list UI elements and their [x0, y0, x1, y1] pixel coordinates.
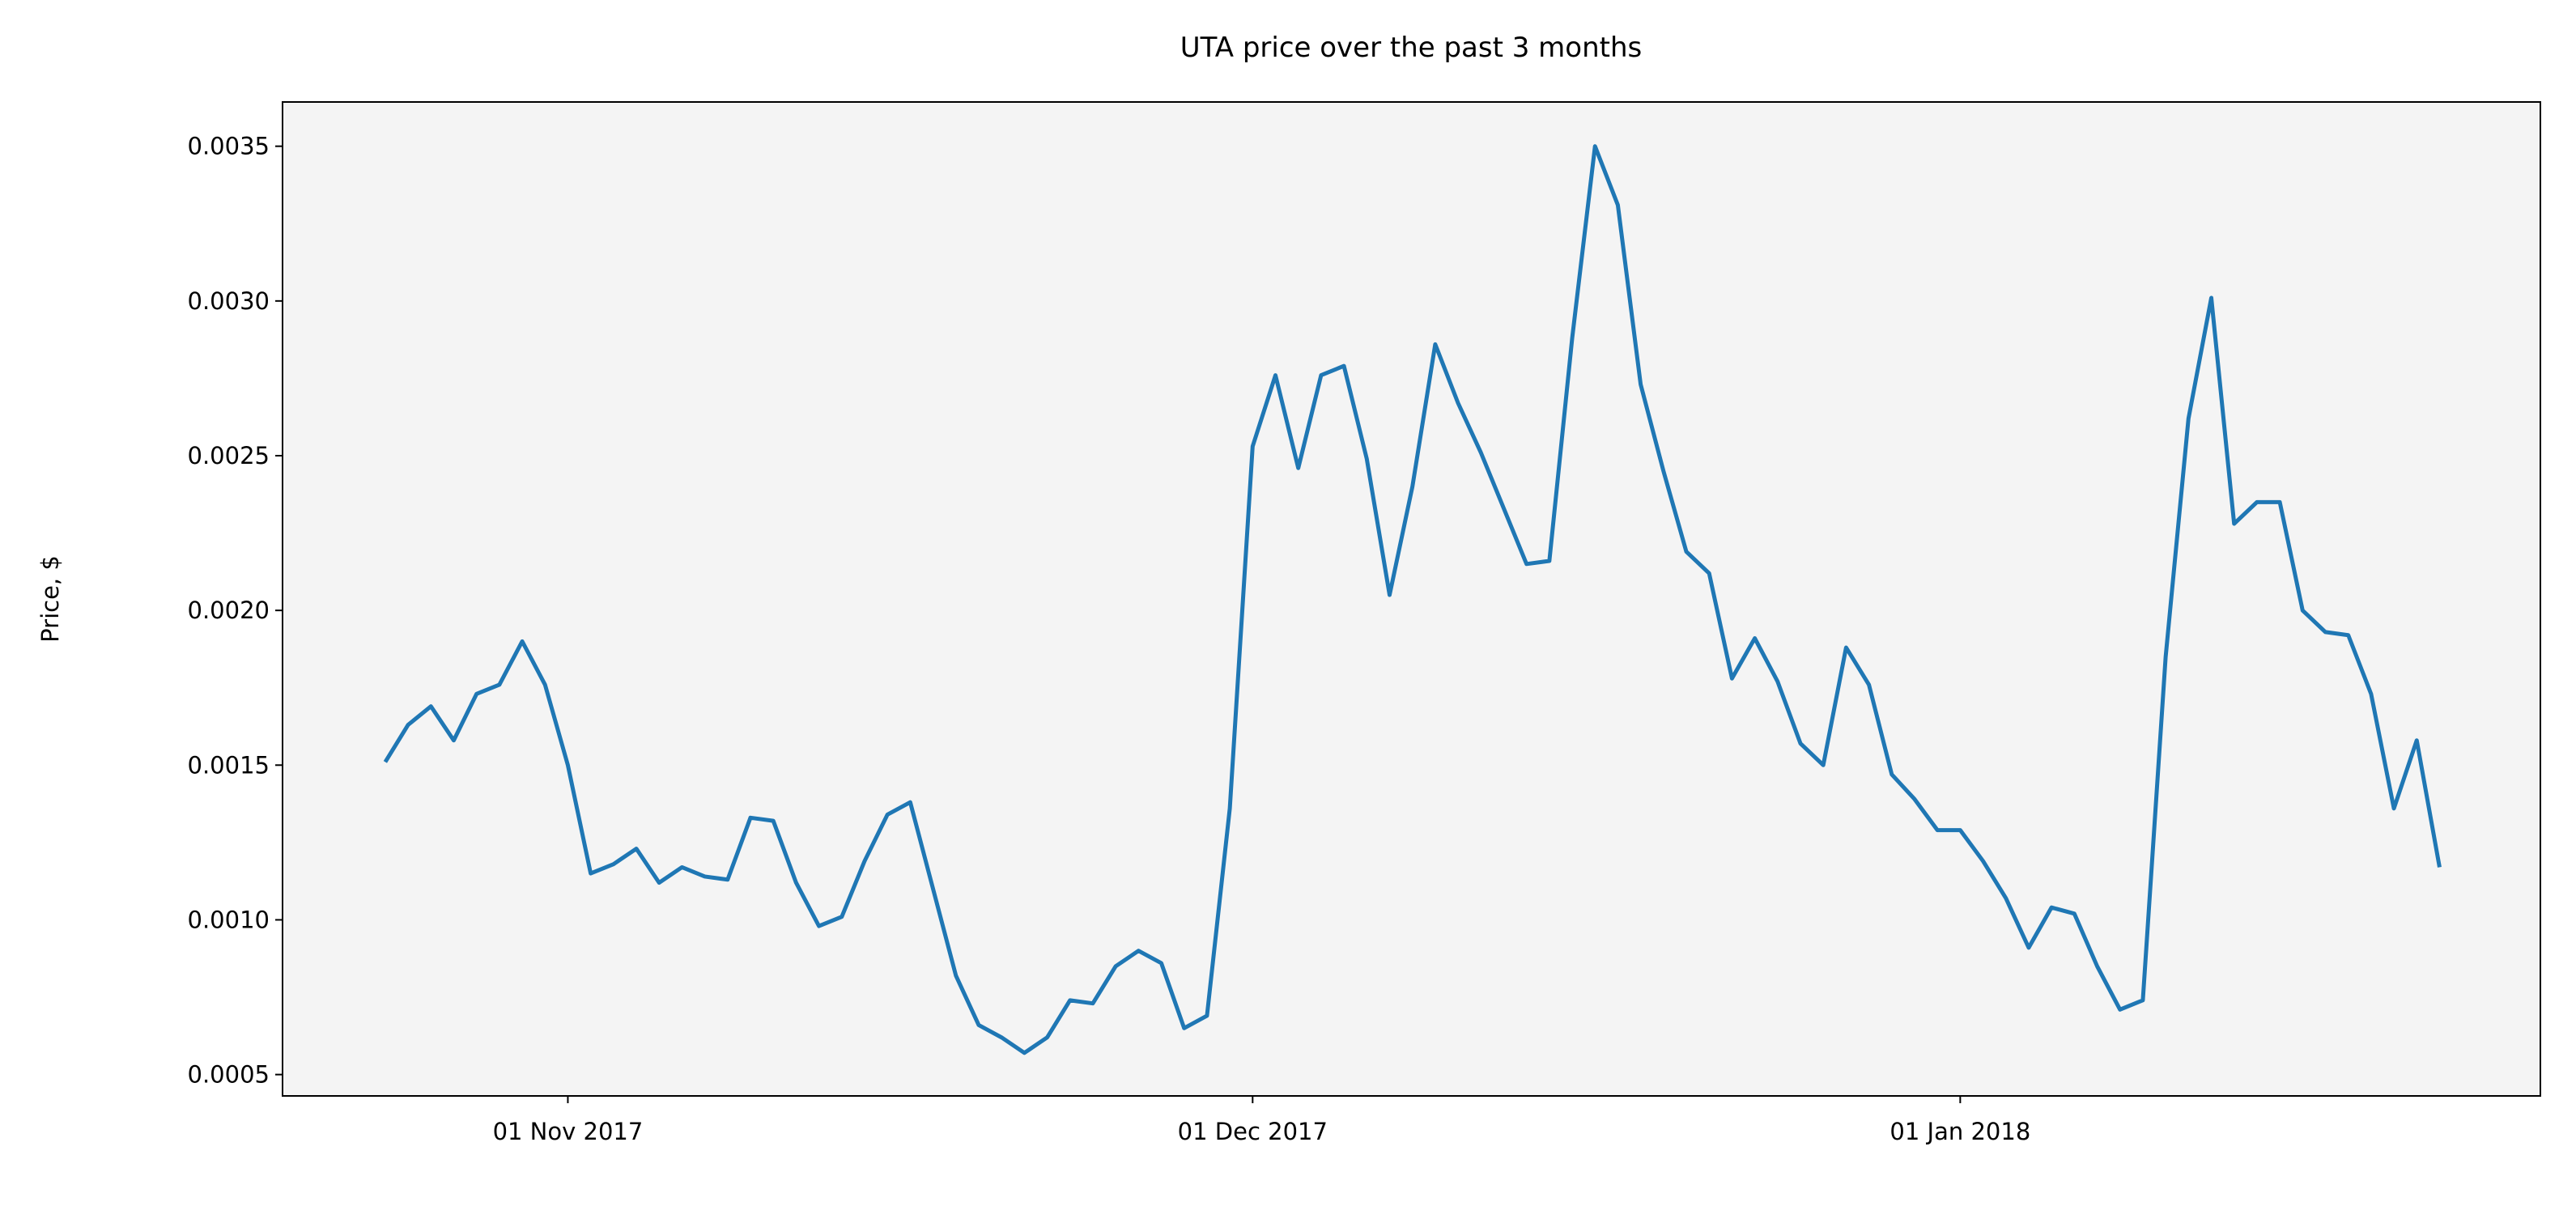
- y-tick-label: 0.0005: [188, 1061, 270, 1089]
- price-line: [383, 144, 2442, 1055]
- x-tick-label: 01 Jan 2018: [1889, 1118, 2030, 1145]
- x-tick-label: 01 Nov 2017: [493, 1118, 644, 1145]
- y-axis-label: Price, $: [36, 555, 64, 643]
- y-tick-label: 0.0035: [188, 133, 270, 160]
- chart-title: UTA price over the past 3 months: [1180, 32, 1643, 64]
- x-tick-label: 01 Dec 2017: [1178, 1118, 1328, 1145]
- y-tick-label: 0.0015: [188, 751, 270, 779]
- plot-area: [283, 102, 2540, 1096]
- y-tick-label: 0.0025: [188, 442, 270, 469]
- plot-frame: [282, 101, 2541, 1097]
- y-tick-label: 0.0020: [188, 597, 270, 624]
- y-tick-label: 0.0030: [188, 287, 270, 315]
- y-tick-label: 0.0010: [188, 906, 270, 933]
